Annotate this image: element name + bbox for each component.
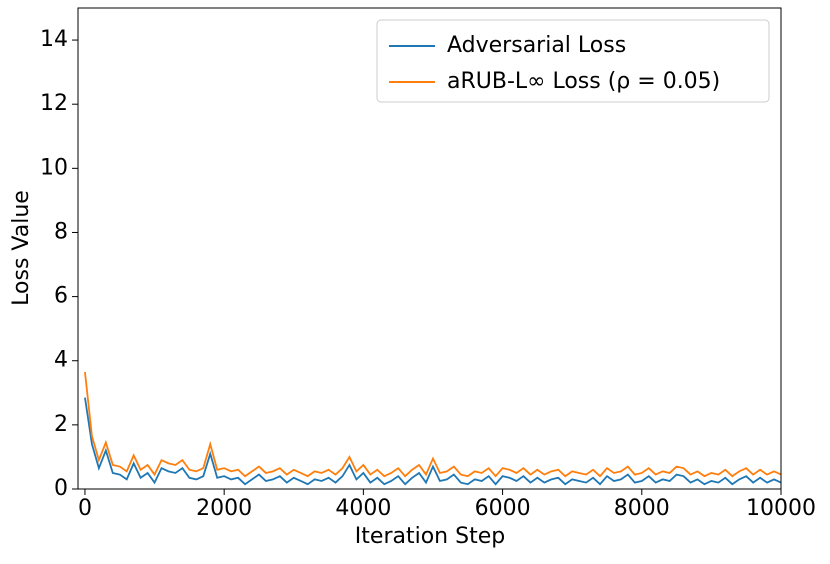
x-tick-label: 2000 [196,496,252,521]
y-tick-label: 10 [40,155,68,180]
line [84,371,782,478]
y-tick-label: 8 [54,219,68,244]
x-axis-label: Iteration Step [355,524,505,549]
y-axis-label: Loss Value [9,190,34,306]
y-tick-label: 14 [40,27,68,52]
legend-label: Adversarial Loss [447,33,626,58]
x-tick-label: 4000 [335,496,391,521]
legend-box [376,19,770,103]
line [84,397,782,486]
x-tick-label: 10000 [746,496,816,521]
y-tick-label: 4 [54,348,68,373]
x-tick-label: 6000 [475,496,531,521]
y-tick-label: 0 [54,476,68,501]
x-tick-label: 8000 [614,496,670,521]
plot-frame [77,7,782,490]
y-tick-label: 2 [54,412,68,437]
x-tick-label: 0 [78,496,92,521]
y-tick-label: 12 [40,91,68,116]
y-tick-label: 6 [54,284,68,309]
legend-label: aRUB-L∞ Loss (ρ = 0.05) [447,69,720,94]
